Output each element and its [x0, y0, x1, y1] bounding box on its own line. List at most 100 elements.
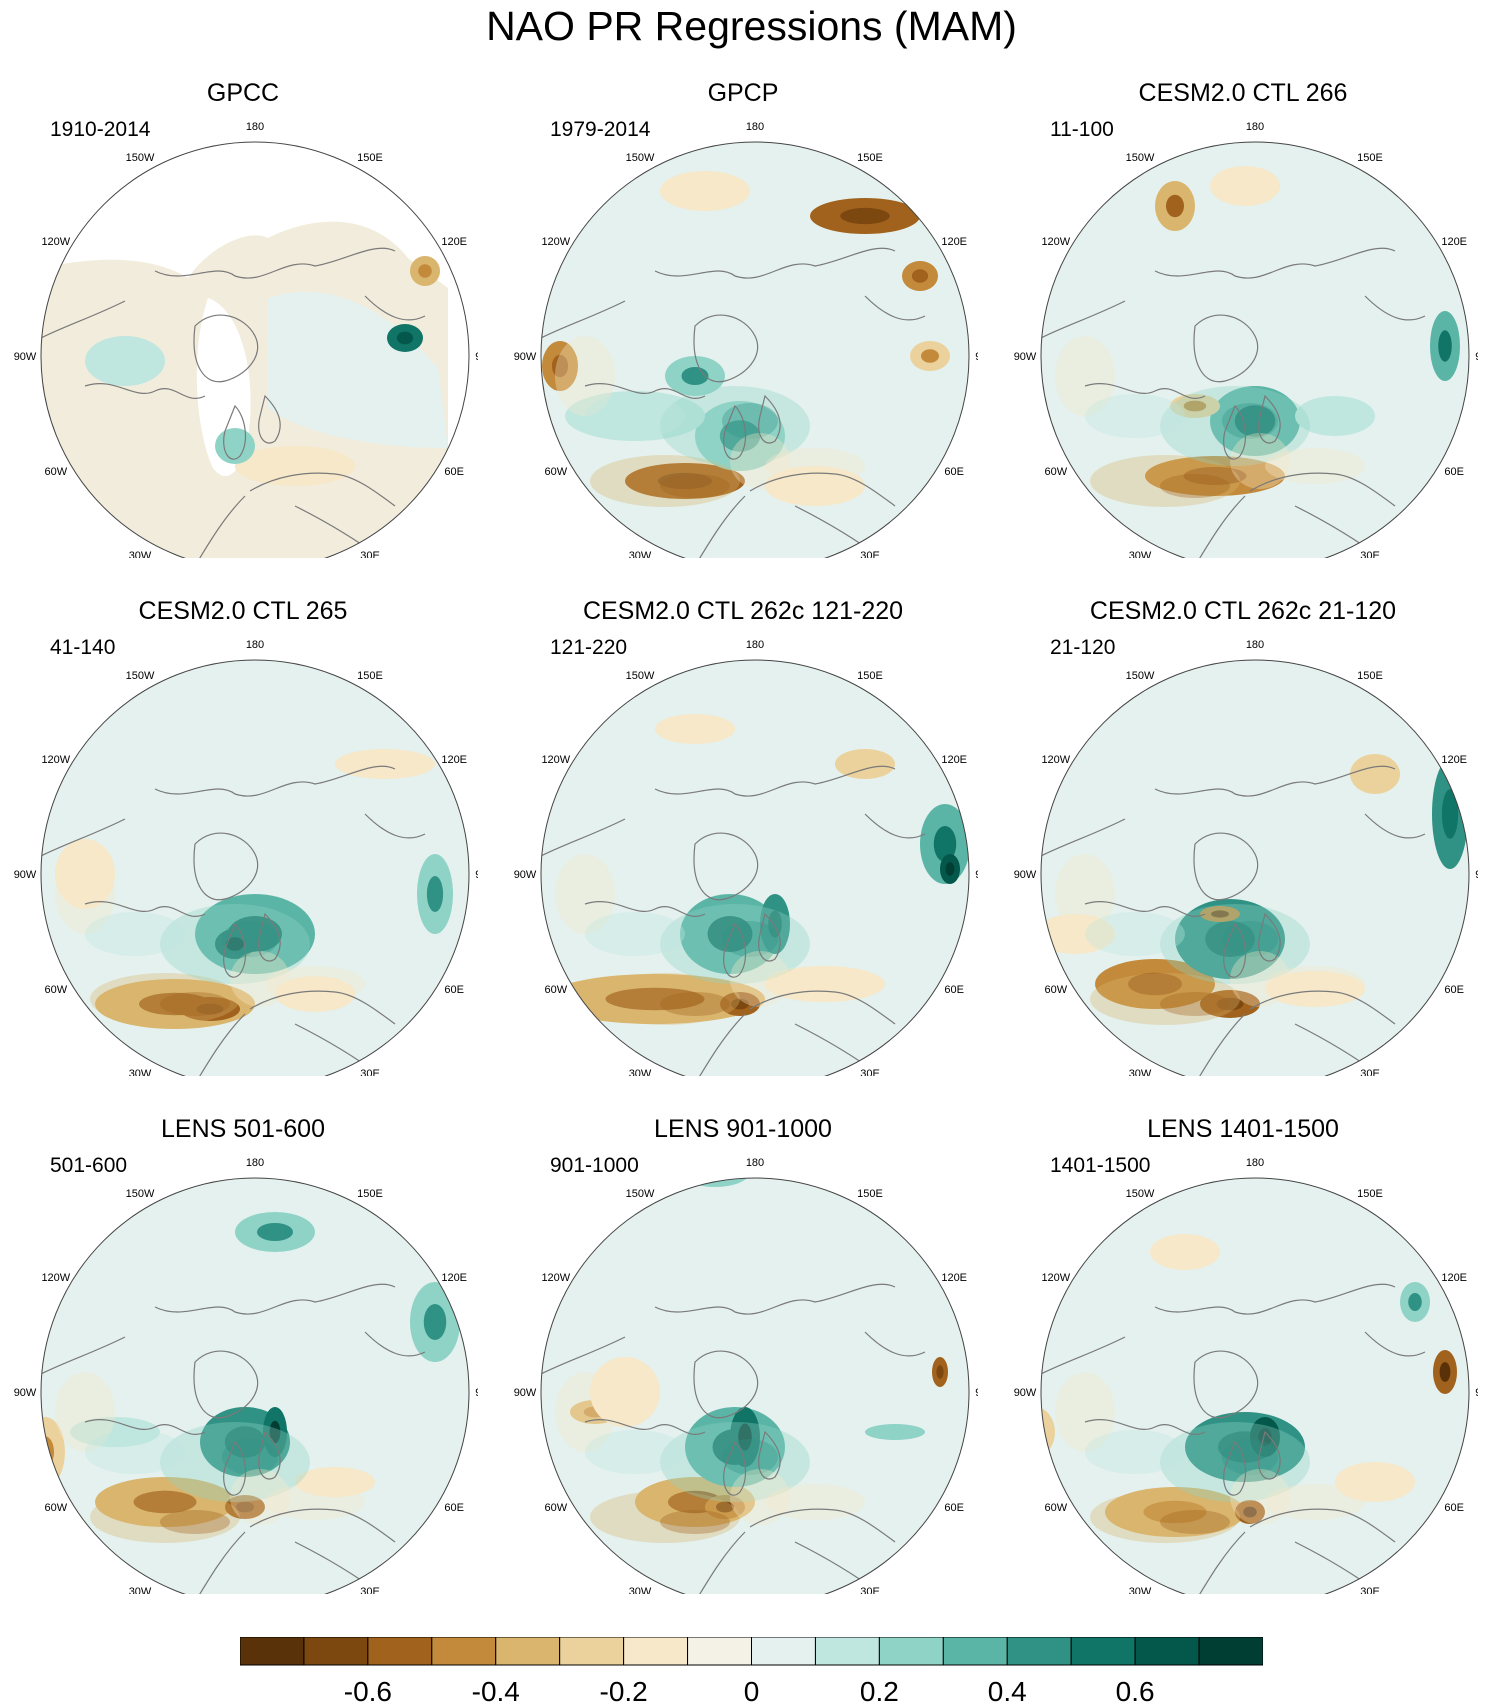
anomaly-cell [865, 1424, 925, 1440]
anomaly-cell [660, 171, 750, 211]
colorbar-swatch [623, 1637, 689, 1666]
coastline [1223, 1440, 1247, 1496]
coastline [749, 1508, 896, 1543]
anomaly-cell [90, 973, 240, 1025]
longitude-label: 180 [1246, 121, 1264, 133]
anomaly-cell [1230, 951, 1290, 1007]
longitude-label: 180 [246, 1157, 264, 1169]
map-panel: CESM2.0 CTL 262c 121-220 121-220 180 150E 12… [508, 596, 978, 1076]
anomaly-core [418, 264, 432, 278]
map-panel: CESM2.0 CTL 262c 21-120 21-120 180 150E 120E… [1008, 596, 1478, 1076]
anomaly-cell [1295, 396, 1375, 436]
longitude-label: 60E [444, 466, 464, 478]
coastline [1249, 472, 1396, 507]
anomaly-core [426, 876, 444, 912]
anomaly-cell [590, 1357, 660, 1427]
longitude-label: 30E [1360, 1586, 1380, 1594]
anomaly-cell [585, 1430, 685, 1474]
anomaly-core [1166, 194, 1184, 218]
map-background [541, 142, 969, 558]
anomaly-cell [565, 391, 705, 441]
anomaly-core [1438, 330, 1452, 362]
longitude-label: 120W [541, 754, 570, 766]
longitude-label: 60W [545, 984, 568, 996]
coastline [84, 901, 206, 917]
longitude-label: 150W [626, 152, 655, 164]
panel-title: CESM2.0 CTL 262c 121-220 [582, 597, 904, 625]
colorbar-swatch [942, 1637, 1008, 1666]
anomaly-core [551, 354, 569, 378]
longitude-label: 90W [514, 351, 537, 363]
anomaly-cell [730, 1469, 790, 1525]
panel-period: 1910-2014 [50, 118, 151, 141]
anomaly-core [133, 1490, 197, 1514]
longitude-label: 180 [1246, 639, 1264, 651]
coastlines [41, 765, 426, 1076]
longitude-label: 120E [941, 236, 967, 248]
anomaly-core [1439, 1362, 1451, 1382]
anomaly-core [1128, 972, 1182, 996]
coastline [864, 295, 926, 321]
longitude-label: 150E [857, 670, 883, 682]
longitude-label: 30W [129, 550, 152, 558]
longitude-label: 150E [1357, 152, 1383, 164]
anomaly-core [1041, 1420, 1044, 1444]
colorbar-tick-label: -0.2 [600, 1676, 648, 1705]
coastline [584, 1419, 706, 1435]
longitude-label: 120E [941, 1272, 967, 1284]
longitude-label: 150W [626, 1188, 655, 1200]
longitude-label: 60E [944, 1502, 964, 1514]
coastline [1258, 912, 1281, 962]
longitude-label: 90E [475, 351, 478, 363]
longitude-label: 120W [1041, 754, 1070, 766]
colorbar-swatch [814, 1637, 880, 1666]
anomaly-core [1258, 1428, 1272, 1446]
colorbar-swatch [559, 1637, 625, 1666]
longitude-label: 30W [129, 1586, 152, 1594]
anomaly-cell [1160, 1422, 1310, 1502]
map-panel: LENS 901-1000 901-1000 180 150E 120E 90E 60E 30… [508, 1114, 978, 1594]
longitude-label: 180 [746, 639, 764, 651]
longitude-label: 90E [1475, 1387, 1478, 1399]
anomaly-cell [1090, 455, 1240, 507]
longitude-label: 120W [41, 754, 70, 766]
longitude-label: 120W [541, 1272, 570, 1284]
longitude-label: 90W [514, 869, 537, 881]
coastline [864, 813, 926, 839]
colorbar-swatch [1134, 1637, 1200, 1666]
coastline [758, 912, 781, 962]
coastline [541, 765, 896, 857]
anomaly-cell [55, 1372, 115, 1452]
longitude-label: 90W [14, 1387, 37, 1399]
coastlines [1041, 1283, 1426, 1594]
longitude-label: 150E [1357, 1188, 1383, 1200]
longitude-label: 120E [1441, 236, 1467, 248]
panel-period: 501-600 [50, 1154, 128, 1177]
longitude-label: 30E [360, 1586, 380, 1594]
anomaly-core [236, 1501, 254, 1513]
colorbar-tick-label: 0.2 [860, 1676, 899, 1705]
anomaly-core [719, 420, 761, 452]
coastline [864, 1331, 926, 1357]
coastline [1084, 901, 1206, 917]
longitude-label: 180 [1246, 1157, 1264, 1169]
longitude-label: 60E [944, 984, 964, 996]
longitude-label: 60E [1444, 466, 1464, 478]
anomaly-cell [730, 951, 790, 1007]
anomaly-cell [835, 749, 895, 779]
coastline [193, 1350, 259, 1419]
longitude-label: 30W [1129, 550, 1152, 558]
colorbar-tick-label: 0.6 [1116, 1676, 1155, 1705]
panel-period: 21-120 [1050, 636, 1116, 659]
polar-map: 180150E120E90E60E30E030W60W90W120W150W [514, 121, 978, 558]
map-border [540, 1177, 970, 1594]
anomaly-cell [230, 951, 290, 1007]
panel-title: CESM2.0 CTL 266 [1138, 79, 1348, 107]
map-panel: LENS 501-600501-600180150E120E90E60E30E0… [8, 1114, 478, 1594]
longitude-label: 120E [441, 236, 467, 248]
coastlines [541, 1283, 926, 1594]
panel-period: 121-220 [550, 636, 628, 659]
coastline [1193, 314, 1259, 383]
anomaly-cell [1222, 921, 1278, 957]
polar-map: 180150E120E90E60E30E030W60W90W120W150W [514, 639, 978, 1076]
